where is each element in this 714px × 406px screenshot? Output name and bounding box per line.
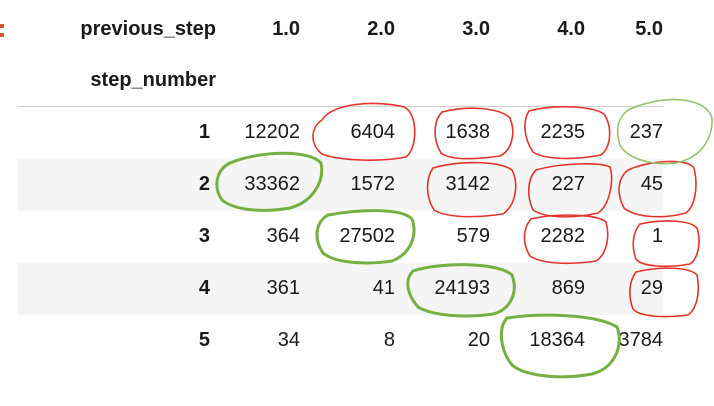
table-cell: 45: [640, 173, 663, 195]
table-cell: 27502: [339, 225, 395, 247]
table-cell: 237: [629, 121, 663, 144]
table-cell: 34: [277, 329, 300, 351]
row-index: 5: [198, 329, 210, 351]
column-header-4: 4.0: [557, 18, 585, 40]
column-header-2: 2.0: [367, 18, 395, 40]
table-row: 4 361 41 24193 869 29: [18, 262, 663, 315]
column-header-5: 5.0: [635, 18, 663, 40]
table-cell: 869: [551, 277, 585, 299]
columns-name-label: previous_step: [80, 18, 216, 40]
table-cell: 227: [551, 173, 585, 195]
index-header-row: step_number: [18, 55, 663, 107]
table-cell: 1638: [445, 121, 491, 144]
table-cell: 33362: [244, 173, 300, 195]
column-header-3: 3.0: [462, 18, 490, 40]
table-cell: 361: [266, 277, 300, 299]
table-cell: 364: [266, 225, 300, 247]
table-row: 2 33362 1572 3142 227 45: [18, 158, 663, 211]
row-index: 2: [198, 173, 210, 195]
columns-header-row: previous_step 1.0 2.0 3.0 4.0 5.0: [18, 4, 663, 55]
table-cell: 24193: [434, 277, 490, 299]
row-index: 3: [198, 225, 210, 247]
table-cell: 3784: [618, 329, 664, 351]
row-index: 4: [198, 277, 210, 299]
cell-edge-marker: [0, 24, 5, 38]
table-cell: 3142: [445, 173, 491, 195]
table-row: 3 364 27502 579 2282 1: [18, 210, 663, 263]
row-index: 1: [198, 121, 210, 144]
table-cell: 1: [651, 225, 663, 247]
table-cell: 579: [456, 225, 490, 247]
column-header-1: 1.0: [272, 18, 300, 40]
table-cell: 20: [467, 329, 490, 351]
table-cell: 41: [372, 277, 395, 299]
index-name-label: step_number: [18, 55, 216, 107]
table-cell: 2235: [540, 121, 586, 144]
table-cell: 2282: [540, 225, 586, 247]
table-cell: 29: [640, 277, 663, 299]
table-row: 5 34 8 20 18364 3784: [18, 314, 664, 367]
dataframe-table: previous_step 1.0 2.0 3.0 4.0 5.0 step_n…: [18, 4, 663, 367]
table-cell: 12202: [244, 121, 300, 144]
table-cell: 6404: [350, 121, 396, 144]
table-cell: 1572: [350, 173, 396, 195]
table-row: 1 12202 6404 1638 2235 237: [18, 106, 663, 159]
table-cell: 18364: [529, 329, 585, 351]
table-cell: 8: [383, 329, 395, 351]
